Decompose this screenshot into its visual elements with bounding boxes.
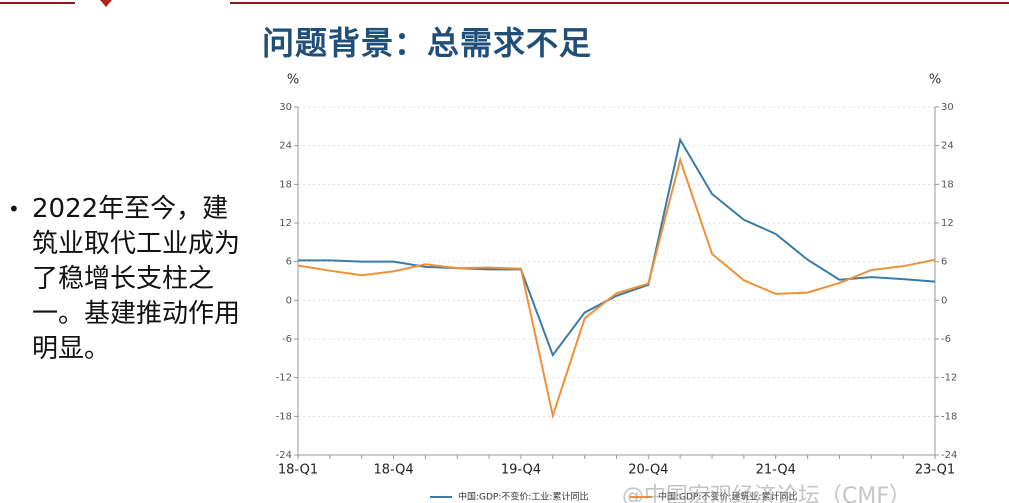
- watermark: @中国宏观经济论坛（CMF）: [622, 484, 911, 503]
- y-tick-label: -12: [276, 373, 292, 384]
- y-tick-label: -24: [276, 450, 292, 461]
- slide-title: 问题背景：总需求不足: [262, 24, 593, 62]
- x-tick-label: 18-Q4: [373, 463, 413, 478]
- logo: [100, 0, 112, 7]
- line-series: [297, 156, 936, 420]
- bullet: • 2022年至今，建筑业取代工业成为了稳增长支柱之一。基建推动作用明显。: [8, 192, 253, 367]
- y2-tick-label: -18: [941, 411, 957, 422]
- y-tick-label: 24: [279, 141, 292, 152]
- y2-tick-label: -6: [941, 334, 951, 345]
- y-tick-label: 0: [286, 295, 292, 306]
- x-tick-label: 18-Q1: [278, 463, 318, 478]
- y-axis-label: %: [287, 73, 299, 88]
- x-tick-label: 19-Q4: [501, 463, 541, 478]
- y-tick-label: 18: [279, 179, 292, 190]
- bullet-text: 2022年至今，建筑业取代工业成为了稳增长支柱之一。基建推动作用明显。: [32, 194, 241, 364]
- y2-axis-label: %: [929, 73, 941, 88]
- y-tick-label: 6: [286, 257, 292, 268]
- y2-tick-label: 18: [941, 179, 954, 190]
- y2-tick-label: -24: [941, 450, 957, 461]
- legend-label: 中国:GDP:不变价:建筑业:累计同比: [658, 491, 797, 503]
- y-tick-label: -6: [282, 334, 292, 345]
- y2-tick-label: 24: [941, 141, 954, 152]
- y2-tick-label: 30: [941, 102, 954, 113]
- y2-tick-label: 12: [941, 218, 954, 229]
- x-tick-label: 21-Q4: [756, 463, 796, 478]
- y-tick-label: 30: [279, 102, 292, 113]
- y-tick-label: -18: [276, 411, 292, 422]
- y2-tick-label: 0: [941, 295, 947, 306]
- line-series: [298, 137, 936, 358]
- y-tick-label: 12: [279, 218, 292, 229]
- y2-tick-label: -12: [941, 373, 957, 384]
- y2-tick-label: 6: [941, 257, 947, 268]
- x-tick-label: 20-Q4: [628, 463, 668, 478]
- x-tick-label: 23-Q1: [915, 463, 955, 478]
- legend-label: 中国:GDP:不变价:工业:累计同比: [458, 491, 588, 503]
